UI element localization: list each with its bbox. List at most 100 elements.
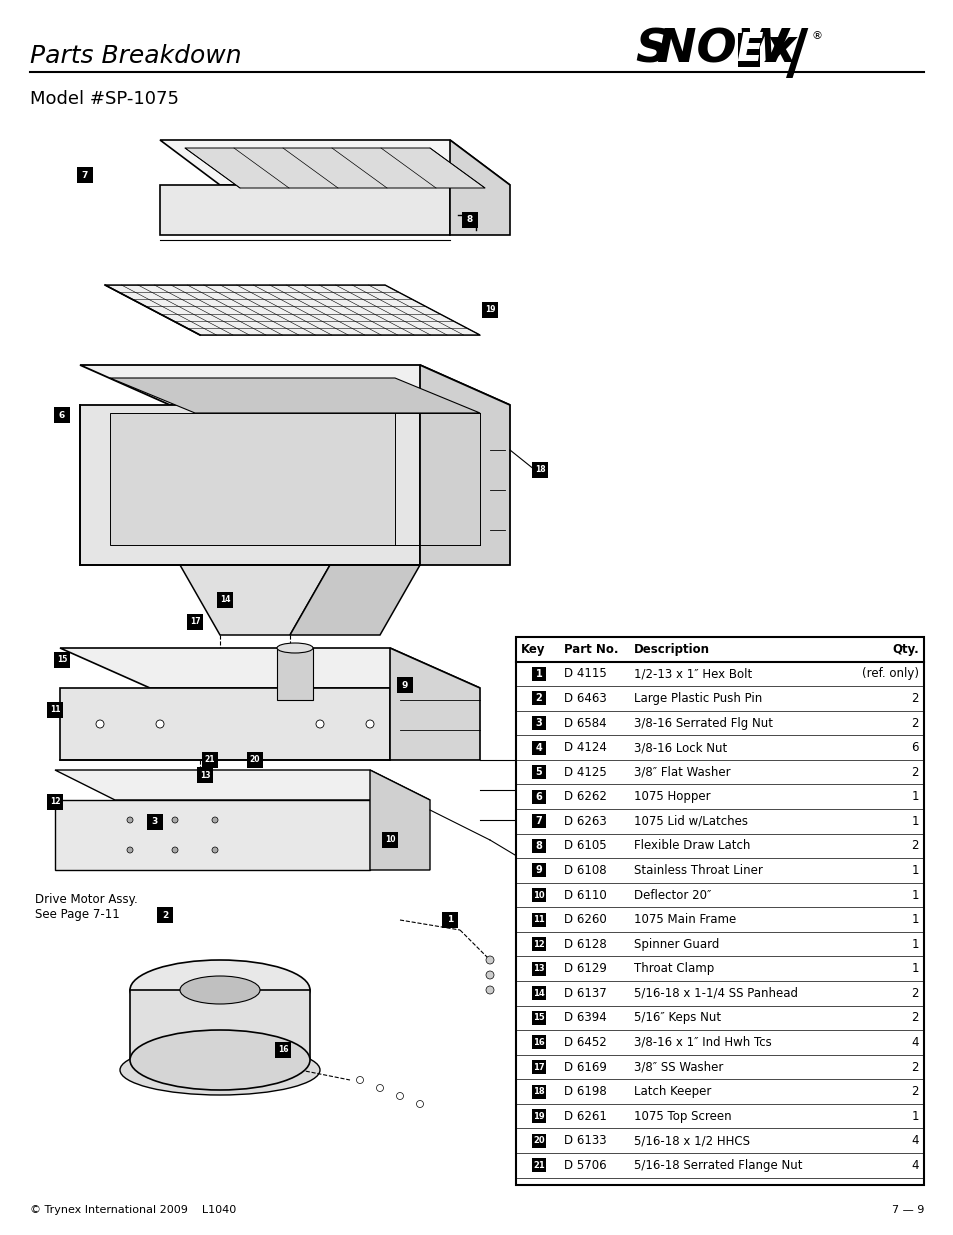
Bar [532, 814, 545, 829]
Text: 21: 21 [205, 756, 215, 764]
Text: x: x [765, 27, 796, 73]
Polygon shape [419, 366, 510, 564]
Text: 17: 17 [533, 1062, 544, 1072]
Text: E: E [735, 31, 761, 69]
Circle shape [127, 818, 132, 823]
Text: 15: 15 [57, 656, 67, 664]
Bar [147, 814, 163, 830]
Text: 10: 10 [384, 836, 395, 845]
Text: D 4115: D 4115 [563, 667, 606, 680]
Ellipse shape [180, 976, 260, 1004]
Circle shape [127, 847, 132, 853]
Text: D 5706: D 5706 [563, 1158, 606, 1172]
Bar [187, 614, 203, 630]
Polygon shape [80, 405, 419, 564]
Text: 10: 10 [533, 890, 544, 899]
Circle shape [96, 720, 104, 727]
Text: Part No.: Part No. [563, 642, 618, 656]
Text: 1: 1 [446, 915, 453, 925]
Bar [532, 937, 545, 951]
Bar [532, 692, 545, 705]
Circle shape [212, 847, 218, 853]
Text: 3/8-16 x 1″ Ind Hwh Tcs: 3/8-16 x 1″ Ind Hwh Tcs [634, 1036, 771, 1049]
Text: 1/2-13 x 1″ Hex Bolt: 1/2-13 x 1″ Hex Bolt [634, 667, 752, 680]
Text: 1075 Lid w/Latches: 1075 Lid w/Latches [634, 815, 747, 827]
Bar [532, 962, 545, 976]
Text: 4: 4 [910, 1134, 918, 1147]
Polygon shape [450, 140, 510, 235]
Text: 19: 19 [533, 1112, 544, 1120]
Text: 4: 4 [535, 742, 542, 752]
Text: D 6263: D 6263 [563, 815, 606, 827]
Bar [47, 701, 63, 718]
Text: 2: 2 [910, 766, 918, 778]
Bar [532, 741, 545, 755]
Text: 14: 14 [533, 989, 544, 998]
Circle shape [315, 720, 324, 727]
Text: 1: 1 [910, 962, 918, 976]
Text: Key: Key [520, 642, 545, 656]
Text: 15: 15 [533, 1014, 544, 1023]
Text: 18: 18 [533, 1087, 544, 1097]
Polygon shape [390, 648, 479, 760]
Polygon shape [160, 140, 510, 185]
Bar [481, 303, 497, 317]
Bar [532, 1011, 545, 1025]
Bar [54, 408, 70, 424]
Text: Drive Motor Assy.
See Page 7-11: Drive Motor Assy. See Page 7-11 [35, 893, 137, 921]
Polygon shape [290, 564, 419, 635]
Circle shape [172, 818, 178, 823]
Bar [532, 1109, 545, 1123]
Text: 8: 8 [535, 841, 542, 851]
Text: Latch Keeper: Latch Keeper [634, 1086, 711, 1098]
Text: 14: 14 [219, 595, 230, 604]
Text: 6: 6 [535, 792, 542, 802]
Bar [738, 33, 760, 67]
Text: S: S [635, 27, 668, 73]
Text: 1075 Top Screen: 1075 Top Screen [634, 1110, 731, 1123]
Text: 2: 2 [910, 1061, 918, 1073]
Text: D 6110: D 6110 [563, 888, 606, 902]
Text: 12: 12 [533, 940, 544, 948]
Text: 1: 1 [910, 937, 918, 951]
Polygon shape [105, 285, 479, 335]
Text: 7 — 9: 7 — 9 [891, 1205, 923, 1215]
Text: D 6452: D 6452 [563, 1036, 606, 1049]
Bar [247, 752, 263, 768]
Text: 3/8-16 Serrated Flg Nut: 3/8-16 Serrated Flg Nut [634, 716, 772, 730]
Text: ®: ® [811, 31, 822, 41]
Bar [532, 1060, 545, 1074]
Polygon shape [60, 648, 479, 688]
Circle shape [156, 720, 164, 727]
Text: 5/16-18 x 1-1/4 SS Panhead: 5/16-18 x 1-1/4 SS Panhead [634, 987, 797, 1000]
Ellipse shape [130, 960, 310, 1020]
Text: 5/16″ Keps Nut: 5/16″ Keps Nut [634, 1011, 720, 1024]
Text: © Trynex International 2009    L1040: © Trynex International 2009 L1040 [30, 1205, 236, 1215]
Bar [532, 1084, 545, 1099]
Bar [77, 167, 92, 183]
Text: D 6584: D 6584 [563, 716, 606, 730]
Polygon shape [160, 185, 450, 235]
Text: D 4124: D 4124 [563, 741, 606, 755]
Bar [381, 832, 397, 848]
Text: 19: 19 [484, 305, 495, 315]
Ellipse shape [120, 1045, 319, 1095]
Text: 8: 8 [466, 215, 473, 225]
Text: D 6129: D 6129 [563, 962, 606, 976]
Text: 3/8-16 Lock Nut: 3/8-16 Lock Nut [634, 741, 726, 755]
Text: 1: 1 [535, 669, 542, 679]
Text: Qty.: Qty. [891, 642, 918, 656]
Bar [532, 913, 545, 926]
Bar [516, 637, 923, 1186]
Circle shape [366, 720, 374, 727]
Text: 1075 Main Frame: 1075 Main Frame [634, 913, 736, 926]
Circle shape [416, 1100, 423, 1108]
Bar [202, 752, 218, 768]
Text: D 6198: D 6198 [563, 1086, 606, 1098]
Bar [532, 462, 547, 478]
Circle shape [519, 815, 530, 825]
Bar [461, 212, 477, 228]
Circle shape [172, 847, 178, 853]
Circle shape [485, 956, 494, 965]
Text: 4: 4 [910, 1036, 918, 1049]
